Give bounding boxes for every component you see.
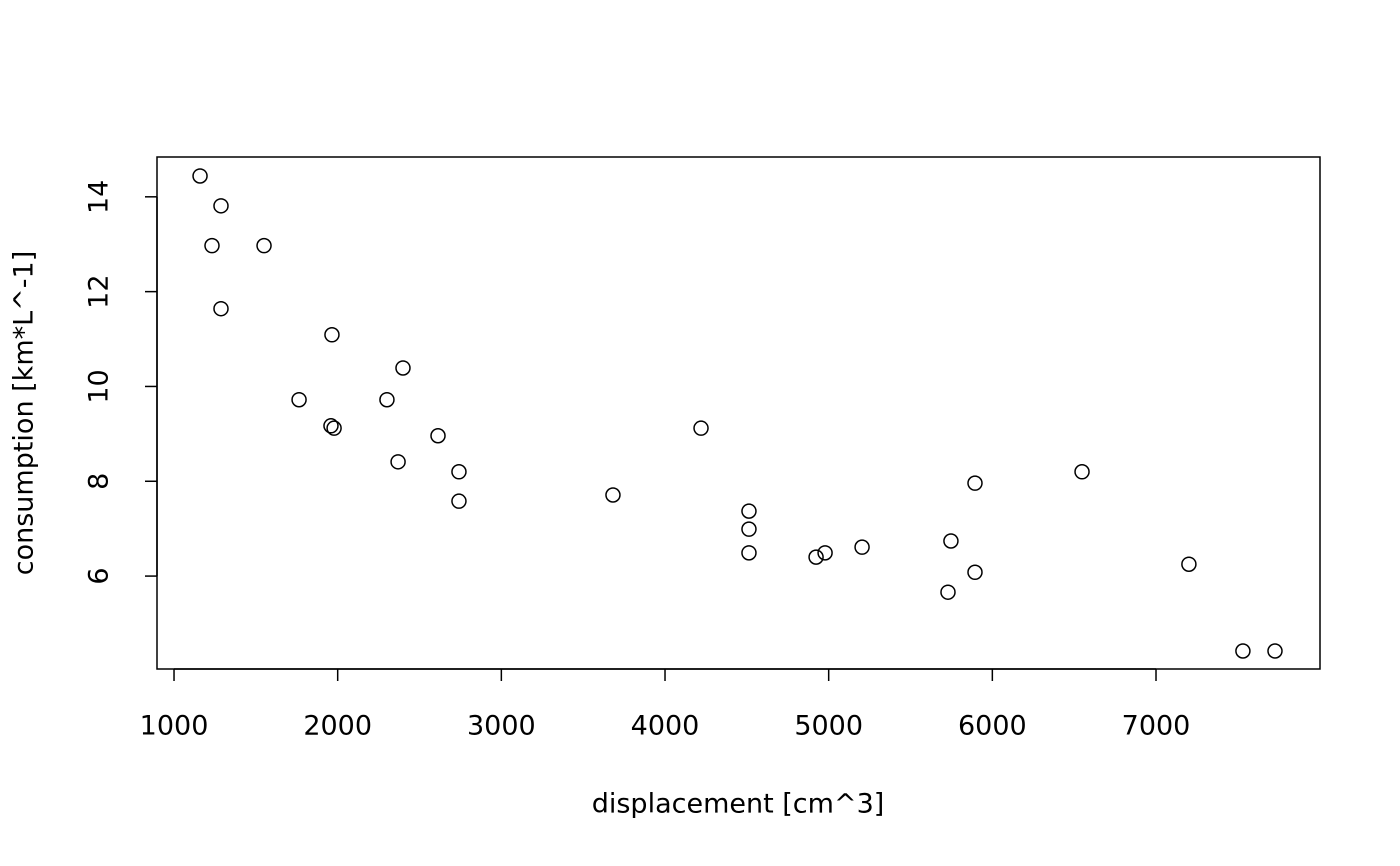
- point: [430, 428, 446, 444]
- point: [741, 521, 757, 537]
- y-axis-title: consumption [km*L^-1]: [9, 251, 40, 576]
- point: [204, 237, 220, 254]
- point: [379, 391, 395, 408]
- point: [817, 545, 833, 561]
- x-tick-label: 4000: [631, 711, 700, 742]
- x-tick-label: 1000: [140, 711, 209, 742]
- point: [256, 237, 272, 254]
- x-tick-label: 3000: [467, 711, 536, 742]
- point: [1181, 556, 1197, 572]
- point: [192, 168, 208, 184]
- point: [323, 418, 339, 434]
- point: [395, 360, 411, 376]
- point: [324, 327, 340, 343]
- point: [1267, 643, 1283, 659]
- point: [808, 549, 824, 565]
- point: [967, 475, 983, 491]
- y-tick-label: 12: [84, 274, 115, 308]
- point: [940, 584, 956, 600]
- point: [693, 420, 709, 436]
- point: [326, 420, 342, 436]
- point: [605, 487, 621, 503]
- point: [451, 493, 467, 509]
- y-tick-label: 6: [84, 567, 115, 584]
- point: [213, 198, 229, 214]
- point: [741, 545, 757, 561]
- point: [854, 539, 870, 555]
- point: [741, 503, 757, 519]
- point: [1074, 464, 1090, 480]
- point: [213, 300, 229, 317]
- x-tick-label: 2000: [303, 711, 372, 742]
- x-tick-label: 6000: [958, 711, 1027, 742]
- plot-box: [156, 156, 1321, 670]
- point: [967, 564, 983, 581]
- point: [1235, 643, 1251, 659]
- x-tick-label: 7000: [1122, 711, 1191, 742]
- x-axis-title: displacement [cm^3]: [592, 789, 885, 820]
- point: [451, 464, 467, 480]
- point: [291, 391, 307, 408]
- x-tick-label: 5000: [794, 711, 863, 742]
- y-tick-label: 10: [84, 369, 115, 403]
- y-tick-label: 8: [84, 473, 115, 490]
- point: [943, 533, 959, 549]
- point: [390, 454, 406, 470]
- y-tick-label: 14: [84, 180, 115, 214]
